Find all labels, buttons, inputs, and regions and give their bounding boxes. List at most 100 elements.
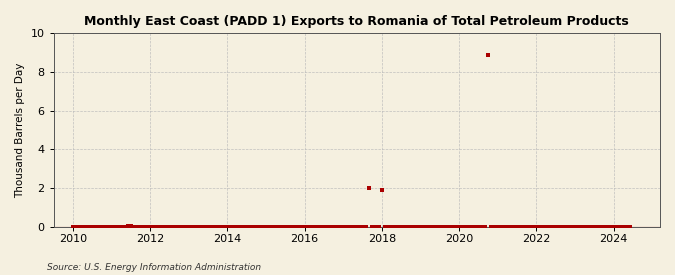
- Point: [219, 224, 230, 229]
- Point: [554, 224, 564, 229]
- Point: [299, 224, 310, 229]
- Point: [290, 224, 300, 229]
- Point: [380, 224, 391, 229]
- Point: [344, 224, 355, 229]
- Point: [144, 224, 155, 229]
- Point: [466, 224, 477, 229]
- Title: Monthly East Coast (PADD 1) Exports to Romania of Total Petroleum Products: Monthly East Coast (PADD 1) Exports to R…: [84, 15, 629, 28]
- Point: [512, 224, 522, 229]
- Point: [396, 224, 406, 229]
- Point: [238, 224, 249, 229]
- Point: [319, 224, 329, 229]
- Point: [215, 224, 226, 229]
- Point: [80, 224, 91, 229]
- Point: [277, 224, 288, 229]
- Point: [302, 224, 313, 229]
- Point: [312, 224, 323, 229]
- Point: [286, 224, 297, 229]
- Point: [576, 224, 587, 229]
- Point: [441, 224, 452, 229]
- Point: [563, 224, 574, 229]
- Point: [393, 224, 404, 229]
- Point: [479, 224, 490, 229]
- Point: [254, 224, 265, 229]
- Point: [586, 224, 597, 229]
- Point: [173, 224, 184, 229]
- Point: [129, 224, 140, 229]
- Point: [377, 188, 387, 192]
- Point: [367, 224, 377, 229]
- Point: [164, 224, 175, 229]
- Point: [241, 224, 252, 229]
- Point: [373, 224, 384, 229]
- Point: [113, 224, 124, 229]
- Point: [470, 224, 481, 229]
- Point: [450, 224, 461, 229]
- Point: [550, 224, 561, 229]
- Point: [615, 224, 626, 229]
- Point: [348, 224, 358, 229]
- Point: [177, 224, 188, 229]
- Point: [489, 224, 500, 229]
- Point: [184, 224, 194, 229]
- Point: [87, 224, 98, 229]
- Point: [235, 224, 246, 229]
- Point: [592, 224, 603, 229]
- Point: [325, 224, 335, 229]
- Point: [573, 224, 584, 229]
- Point: [402, 224, 413, 229]
- Point: [232, 224, 242, 229]
- Point: [338, 224, 349, 229]
- Point: [293, 224, 304, 229]
- Point: [74, 224, 85, 229]
- Point: [155, 224, 165, 229]
- Point: [444, 224, 455, 229]
- Point: [209, 224, 220, 229]
- Point: [605, 224, 616, 229]
- Point: [544, 224, 555, 229]
- Point: [595, 224, 606, 229]
- Point: [257, 224, 268, 229]
- Point: [280, 224, 291, 229]
- Point: [93, 224, 104, 229]
- Point: [306, 224, 317, 229]
- Point: [547, 224, 558, 229]
- Point: [161, 224, 171, 229]
- Point: [228, 224, 239, 229]
- Point: [142, 224, 153, 229]
- Point: [508, 224, 519, 229]
- Point: [608, 224, 619, 229]
- Point: [328, 224, 339, 229]
- Point: [541, 224, 551, 229]
- Point: [557, 224, 568, 229]
- Point: [71, 224, 82, 229]
- Point: [534, 224, 545, 229]
- Point: [531, 224, 542, 229]
- Point: [589, 224, 599, 229]
- Point: [437, 224, 448, 229]
- Point: [148, 224, 159, 229]
- Point: [157, 224, 168, 229]
- Point: [428, 224, 439, 229]
- Point: [77, 224, 88, 229]
- Point: [457, 224, 468, 229]
- Point: [103, 224, 113, 229]
- Point: [180, 224, 191, 229]
- Point: [322, 224, 333, 229]
- Point: [370, 224, 381, 229]
- Point: [171, 224, 182, 229]
- Point: [315, 224, 326, 229]
- Point: [486, 224, 497, 229]
- Point: [537, 224, 548, 229]
- Point: [106, 224, 117, 229]
- Point: [448, 224, 458, 229]
- Point: [126, 223, 136, 228]
- Point: [473, 224, 484, 229]
- Point: [354, 224, 364, 229]
- Point: [621, 224, 632, 229]
- Point: [383, 224, 394, 229]
- Point: [213, 224, 223, 229]
- Point: [364, 186, 375, 190]
- Point: [122, 223, 133, 228]
- Point: [261, 224, 271, 229]
